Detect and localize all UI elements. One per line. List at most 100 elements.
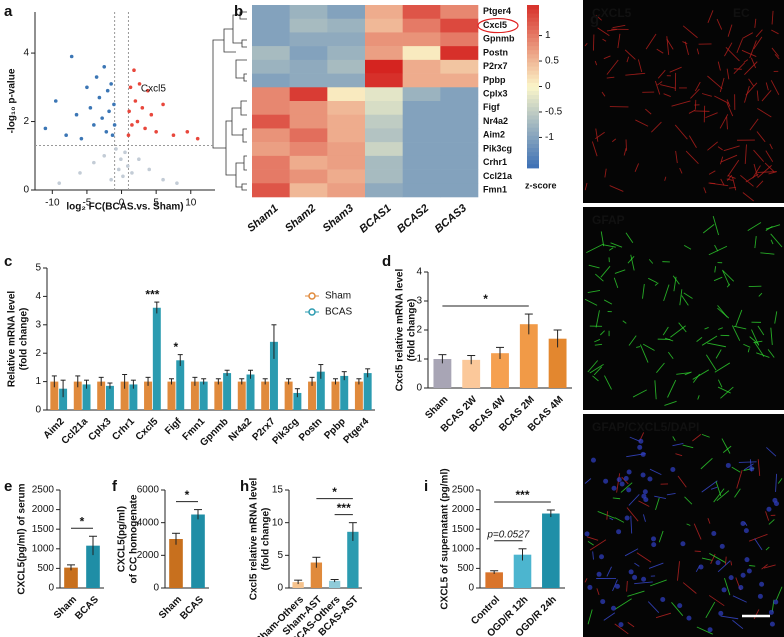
colorbar-segment [527,29,539,34]
cell-process [748,78,754,87]
cell-process [770,80,780,96]
cell-process [719,77,725,93]
cell-process [642,514,646,522]
cell-process [705,354,717,371]
cell-process [722,270,730,286]
row-label: Cxcl5 [483,20,507,30]
colorbar-label: z-score [525,180,557,190]
cell-process [768,171,777,175]
heatmap-cell [289,142,328,157]
heatmap-cell [402,5,441,20]
heatmap-cell [365,114,403,129]
nucleus [728,575,734,581]
bar [261,381,270,410]
cell-process [757,165,772,178]
bar [542,513,560,588]
heatmap-cell [327,73,366,88]
colorbar-segment [527,139,539,144]
heatmap-cell [327,18,366,33]
cell-process [771,47,780,57]
point [123,150,127,155]
nucleus [640,451,646,457]
point [143,126,147,131]
cell-process [714,95,730,104]
cell-process [654,80,661,95]
cell-process [647,601,660,614]
image-label: CXCL5 [628,420,668,434]
bar [97,381,106,410]
cell-process [587,609,593,625]
bar [340,375,349,410]
image-label: GFAP [592,420,625,434]
nucleus [738,584,744,590]
cell-process [708,170,716,175]
heatmap-cell [440,114,479,129]
cell-process [777,478,783,484]
heatmap-cell [440,142,479,157]
point [132,68,136,72]
y-tick-label: 2000 [32,504,55,515]
cell-process [638,500,650,507]
x-tick-label: Cplx3 [87,416,114,443]
cell-process [594,60,598,66]
colorbar-segment [527,143,539,149]
point [85,85,89,90]
cell-process [716,490,730,502]
significance: * [483,292,488,306]
nucleus [769,621,775,627]
cell-process [683,244,692,250]
cell-process [696,626,713,635]
cell-process [658,530,664,543]
heatmap-cell [440,73,479,88]
cell-process [630,515,633,534]
cell-process [603,299,613,305]
cell-process [648,562,664,569]
nucleus [651,536,657,542]
row-label: Gpnmb [483,34,515,44]
significance: * [174,340,179,354]
nucleus [640,472,646,478]
cell-process [714,266,717,273]
cell-process [656,362,665,373]
cell-process [588,264,600,269]
cell-process [684,371,692,376]
nucleus [759,581,765,587]
cell-process [717,379,723,388]
cell-process [715,349,722,359]
cell-process [654,282,659,286]
bar [214,381,223,410]
point [121,174,125,179]
y-tick-label: 5 [277,550,283,561]
heatmap-cell [327,183,366,198]
y-tick-label: 500 [37,563,54,574]
heatmap-cell [402,46,441,61]
y-tick-label: 1000 [452,543,475,554]
cell-process [771,29,779,35]
cell-process [742,32,754,39]
colorbar-segment [527,82,539,87]
image-label: / [625,420,629,434]
cell-process [606,28,617,32]
cell-process [684,496,693,505]
y-tick-label: 4 [35,291,41,302]
significance: * [332,485,337,499]
image-label: / [667,420,671,434]
cell-process [606,59,619,75]
bar [519,324,538,388]
row-label: Ppbp [483,75,506,85]
cell-process [635,119,649,127]
cell-process [717,61,721,71]
colorbar-tick-label: -1 [545,132,554,143]
colorbar-segment [527,78,539,83]
point [112,123,117,127]
cell-process [650,579,667,587]
cell-process [717,386,731,394]
legend-marker [308,292,316,300]
y-tick-label: 6000 [137,485,160,496]
cell-process [761,564,768,570]
heatmap-cell [327,169,366,184]
cell-process [624,49,636,60]
heatmap-cell [440,169,479,184]
cell-process [613,277,619,289]
cell-process [705,601,716,619]
